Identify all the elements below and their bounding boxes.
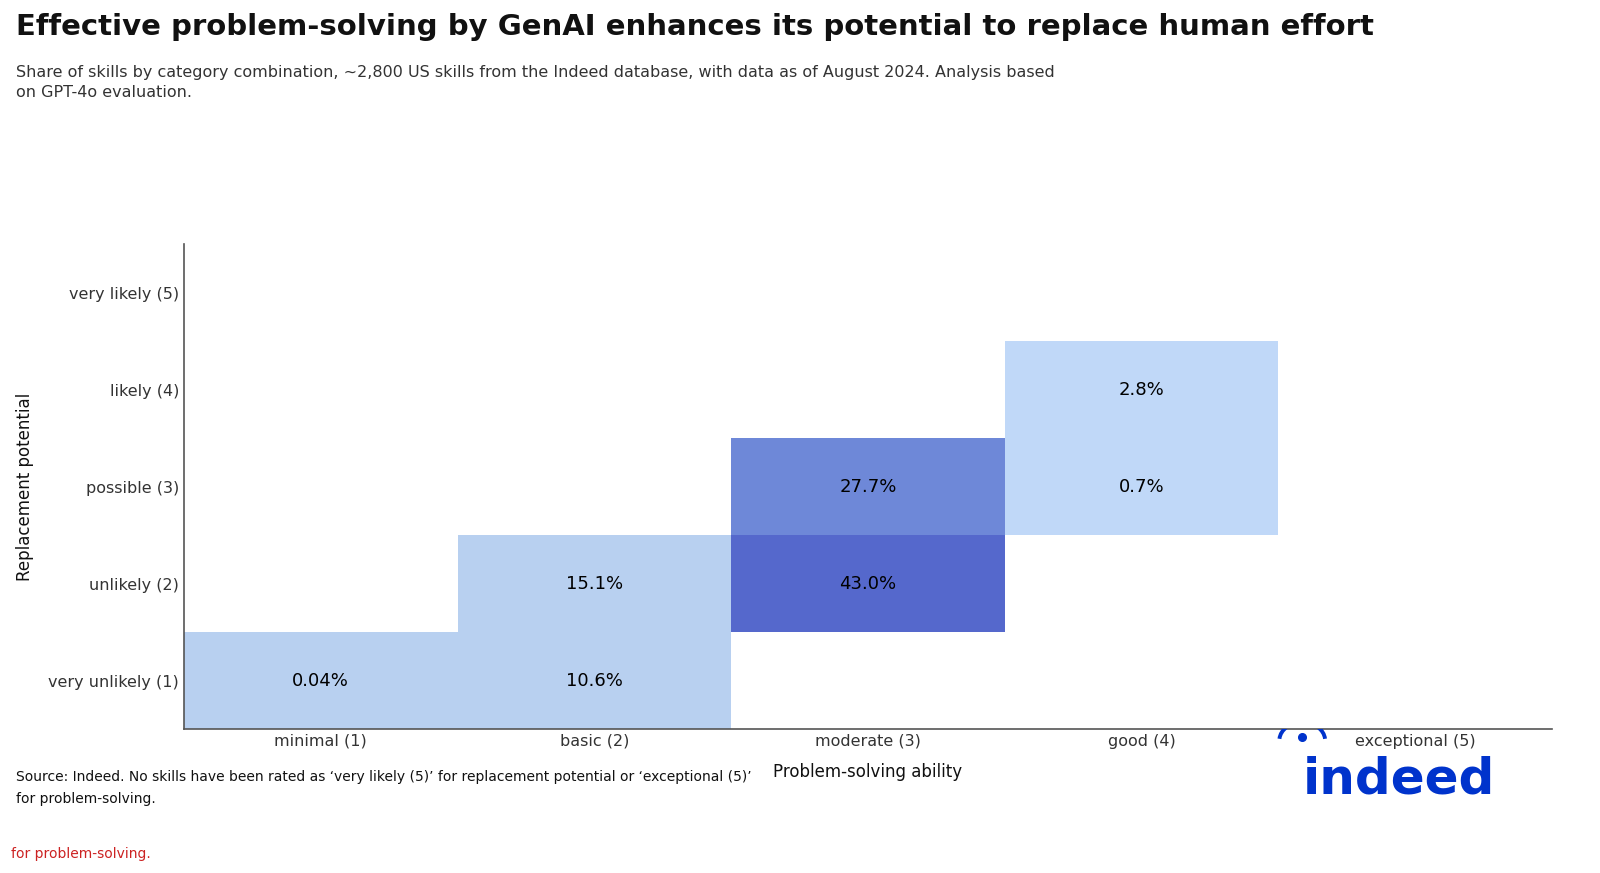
Text: Share of skills by category combination, ~2,800 US skills from the Indeed databa: Share of skills by category combination,… — [16, 65, 1054, 100]
Text: 10.6%: 10.6% — [566, 671, 622, 690]
Bar — [1005, 341, 1278, 438]
Text: 0.04%: 0.04% — [293, 671, 349, 690]
Text: Effective problem-solving by GenAI enhances its potential to replace human effor: Effective problem-solving by GenAI enhan… — [16, 13, 1374, 41]
X-axis label: Problem-solving ability: Problem-solving ability — [773, 763, 963, 780]
Text: indeed: indeed — [1302, 756, 1496, 804]
Y-axis label: Replacement potential: Replacement potential — [16, 393, 35, 581]
Text: 15.1%: 15.1% — [566, 574, 622, 593]
Bar — [184, 632, 458, 729]
Bar — [458, 632, 731, 729]
Text: 2.8%: 2.8% — [1118, 381, 1165, 399]
Text: for problem-solving.: for problem-solving. — [16, 792, 155, 806]
Bar — [731, 535, 1005, 632]
Bar — [1005, 438, 1278, 535]
Text: Source: Indeed. No skills have been rated as ‘very likely (5)’ for replacement p: Source: Indeed. No skills have been rate… — [16, 770, 752, 784]
Text: 27.7%: 27.7% — [840, 478, 896, 496]
Text: 0.7%: 0.7% — [1118, 478, 1165, 496]
Bar — [458, 535, 731, 632]
Bar — [731, 438, 1005, 535]
Text: 43.0%: 43.0% — [840, 574, 896, 593]
Text: for problem-solving.: for problem-solving. — [11, 847, 150, 861]
